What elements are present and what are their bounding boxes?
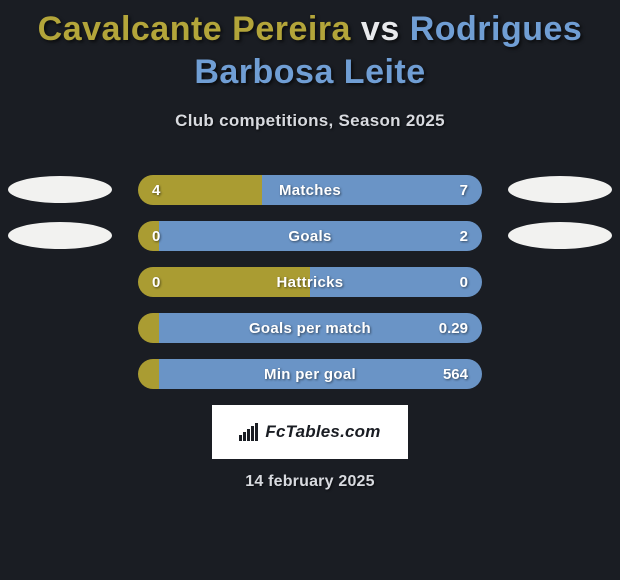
- stat-bar: 0.29Goals per match: [138, 313, 482, 343]
- brand-badge: FcTables.com: [212, 405, 408, 459]
- stat-bar: 00Hattricks: [138, 267, 482, 297]
- subtitle: Club competitions, Season 2025: [0, 111, 620, 131]
- title-vs: vs: [361, 10, 400, 48]
- stat-row: 0.29Goals per match: [0, 313, 620, 343]
- stat-bar-right: [159, 313, 482, 343]
- player-badge-right: [508, 176, 612, 203]
- stat-value-right: 0: [460, 267, 468, 297]
- stat-value-right: 7: [460, 175, 468, 205]
- stat-value-left: 0: [152, 221, 160, 251]
- stat-value-right: 564: [443, 359, 468, 389]
- stat-bar-right: [159, 359, 482, 389]
- stat-row: 564Min per goal: [0, 359, 620, 389]
- stat-rows: 47Matches02Goals00Hattricks0.29Goals per…: [0, 175, 620, 389]
- stat-row: 02Goals: [0, 221, 620, 251]
- title-player1: Cavalcante Pereira: [38, 10, 351, 48]
- stat-bar: 47Matches: [138, 175, 482, 205]
- bar-chart-icon: [239, 423, 259, 441]
- stat-bar-right: [262, 175, 482, 205]
- stat-row: 00Hattricks: [0, 267, 620, 297]
- player-badge-left: [8, 176, 112, 203]
- stat-bar-left: [138, 313, 159, 343]
- stat-bar: 564Min per goal: [138, 359, 482, 389]
- date-label: 14 february 2025: [0, 473, 620, 491]
- player-badge-left: [8, 222, 112, 249]
- stat-bar-left: [138, 359, 159, 389]
- stat-row: 47Matches: [0, 175, 620, 205]
- stat-bar-left: [138, 267, 310, 297]
- stat-bar-right: [159, 221, 482, 251]
- brand-text: FcTables.com: [265, 422, 380, 442]
- stat-value-right: 0.29: [439, 313, 468, 343]
- page-title: Cavalcante Pereira vs Rodrigues Barbosa …: [0, 8, 620, 93]
- stat-bar: 02Goals: [138, 221, 482, 251]
- stat-value-left: 4: [152, 175, 160, 205]
- player-badge-right: [508, 222, 612, 249]
- stat-bar-right: [310, 267, 482, 297]
- comparison-card: Cavalcante Pereira vs Rodrigues Barbosa …: [0, 0, 620, 580]
- stat-value-right: 2: [460, 221, 468, 251]
- stat-value-left: 0: [152, 267, 160, 297]
